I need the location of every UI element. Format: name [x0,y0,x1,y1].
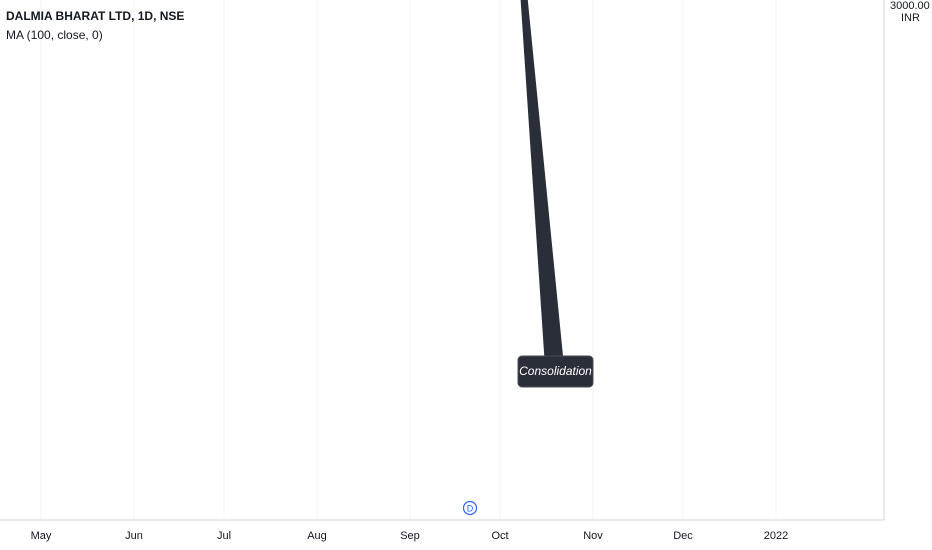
x-tick-label: 2022 [764,530,788,542]
chart-title: DALMIA BHARAT LTD, 1D, NSE [6,9,184,23]
annotation-text: Consolidation [519,364,592,378]
x-tick-label: Oct [491,530,508,542]
annotation-box [517,355,594,388]
annotation: Consolidation D [462,0,594,516]
x-tick-label: Dec [673,530,693,542]
x-tick-label: Sep [400,530,420,542]
event-marker-label: D [467,504,474,514]
x-axis-ticks: May Jun Jul Aug Sep Oct Nov Dec 2022 [31,530,789,542]
x-tick-label: Jul [217,530,231,542]
x-tick-label: Nov [583,530,603,542]
annotation-pointer [520,0,563,356]
y-top-label: 3000.00 [890,0,930,12]
x-tick-label: Jun [125,530,143,542]
grid [40,0,777,520]
currency-label: INR [901,12,920,24]
axes [0,0,885,521]
event-marker [462,500,478,516]
x-tick-label: May [31,530,52,542]
x-tick-label: Aug [307,530,327,542]
plot-area [0,0,884,520]
indicator-label: MA (100, close, 0) [6,28,103,42]
